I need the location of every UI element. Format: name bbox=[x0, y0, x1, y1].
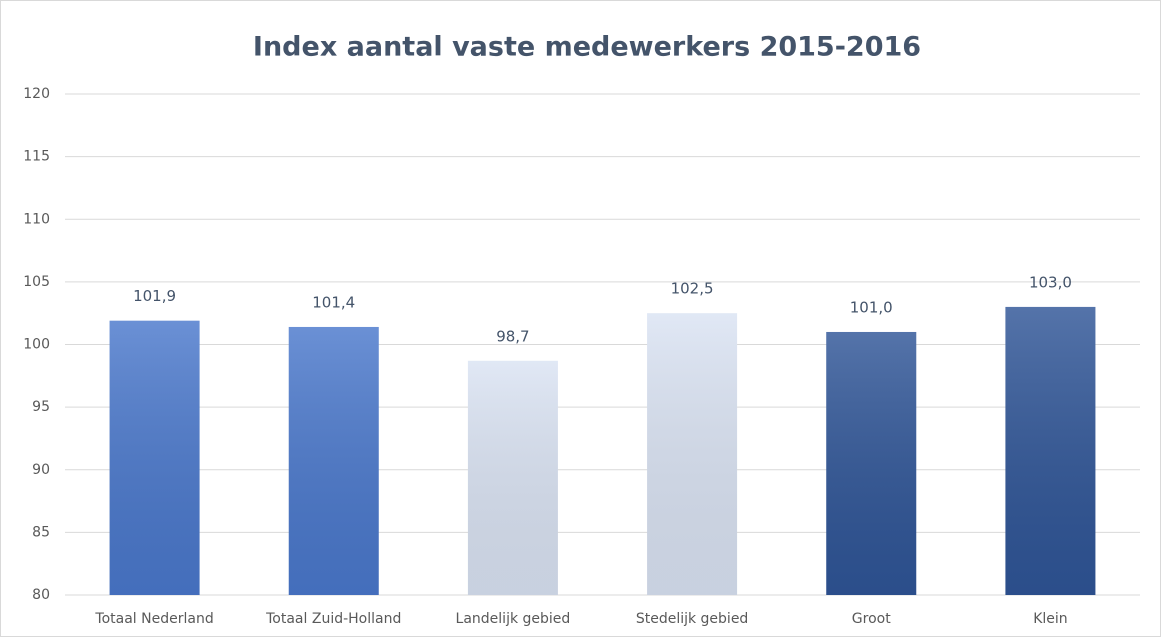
bar bbox=[826, 331, 917, 595]
y-tick-label: 85 bbox=[32, 524, 50, 540]
x-tick-label: Klein bbox=[1033, 611, 1067, 627]
value-label: 103,0 bbox=[1029, 273, 1072, 291]
bar bbox=[647, 313, 738, 595]
chart-title: Index aantal vaste medewerkers 2015-2016 bbox=[253, 32, 921, 63]
y-tick-label: 100 bbox=[23, 337, 50, 353]
x-tick-label: Stedelijk gebied bbox=[636, 611, 749, 627]
bar bbox=[467, 360, 558, 595]
x-tick-label: Groot bbox=[852, 611, 891, 627]
value-label: 102,5 bbox=[671, 280, 714, 298]
bar bbox=[288, 326, 379, 595]
value-label: 101,4 bbox=[312, 293, 355, 311]
y-tick-label: 105 bbox=[23, 274, 50, 290]
x-tick-label: Totaal Zuid-Holland bbox=[265, 611, 401, 627]
bar bbox=[1005, 306, 1096, 595]
x-tick-label: Landelijk gebied bbox=[456, 611, 571, 627]
y-tick-label: 95 bbox=[32, 399, 50, 415]
value-label: 98,7 bbox=[496, 327, 529, 345]
y-tick-label: 80 bbox=[32, 587, 50, 603]
x-tick-label: Totaal Nederland bbox=[94, 611, 213, 627]
y-tick-label: 115 bbox=[23, 149, 50, 165]
y-tick-label: 90 bbox=[32, 462, 50, 478]
value-label: 101,0 bbox=[850, 298, 893, 316]
y-tick-label: 110 bbox=[23, 211, 50, 227]
y-tick-label: 120 bbox=[23, 86, 50, 102]
value-label: 101,9 bbox=[133, 287, 176, 305]
bar bbox=[109, 320, 200, 595]
